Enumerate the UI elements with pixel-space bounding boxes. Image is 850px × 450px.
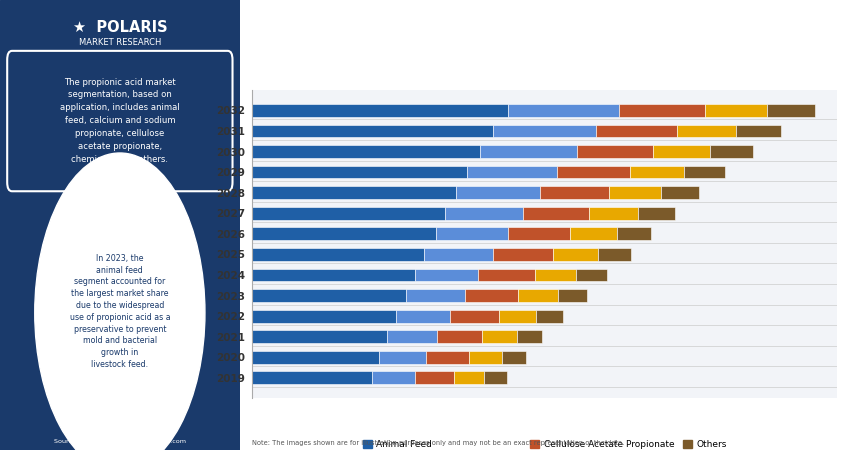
Bar — [252, 289, 405, 302]
Bar — [517, 330, 542, 343]
Bar — [435, 227, 508, 240]
Text: By End User Analysis 2019 - 2032 (USD million): By End User Analysis 2019 - 2032 (USD mi… — [255, 53, 520, 63]
Bar — [598, 248, 631, 261]
Text: MARKET RESEARCH: MARKET RESEARCH — [79, 38, 161, 47]
Bar — [469, 351, 502, 364]
Bar — [508, 104, 619, 117]
Bar — [535, 269, 576, 281]
Bar — [518, 289, 558, 302]
Bar — [450, 310, 499, 323]
Bar — [596, 125, 677, 137]
Bar — [557, 166, 630, 179]
Bar — [372, 372, 415, 384]
Text: The propionic acid market
segmentation, based on
application, includes animal
fe: The propionic acid market segmentation, … — [60, 77, 179, 164]
Bar — [252, 248, 424, 261]
Bar — [630, 166, 684, 179]
Bar — [438, 330, 482, 343]
Bar — [454, 372, 484, 384]
Bar — [609, 186, 660, 199]
Bar — [482, 330, 517, 343]
Bar — [480, 145, 577, 158]
Bar — [252, 207, 445, 220]
Text: ★  POLARIS: ★ POLARIS — [72, 20, 167, 36]
Bar — [710, 145, 753, 158]
Bar — [494, 125, 596, 137]
Bar — [252, 186, 456, 199]
Bar — [484, 372, 507, 384]
Bar — [252, 166, 468, 179]
Bar — [426, 351, 469, 364]
Bar — [508, 227, 570, 240]
Bar — [387, 330, 438, 343]
Bar — [638, 207, 675, 220]
Bar — [252, 125, 494, 137]
Bar — [252, 145, 480, 158]
Text: Note: The images shown are for illustration purposes only and may not be an exac: Note: The images shown are for illustrat… — [252, 441, 625, 446]
Bar — [524, 207, 589, 220]
Bar — [252, 330, 387, 343]
Bar — [654, 145, 710, 158]
Bar — [468, 166, 557, 179]
Bar — [553, 248, 598, 261]
Bar — [677, 125, 736, 137]
Bar — [576, 269, 607, 281]
Bar — [479, 269, 535, 281]
FancyBboxPatch shape — [7, 51, 233, 191]
Bar — [494, 248, 553, 261]
Bar — [768, 104, 815, 117]
Bar — [617, 227, 651, 240]
Bar — [252, 310, 396, 323]
Bar — [456, 186, 540, 199]
Bar — [445, 207, 524, 220]
Bar — [705, 104, 768, 117]
Bar — [405, 289, 466, 302]
Bar — [536, 310, 564, 323]
Bar — [252, 104, 508, 117]
Bar — [619, 104, 705, 117]
Bar — [736, 125, 781, 137]
Bar — [577, 145, 654, 158]
Bar — [570, 227, 617, 240]
Bar — [252, 351, 379, 364]
Bar — [589, 207, 638, 220]
Bar — [252, 372, 372, 384]
Text: In 2023, the
animal feed
segment accounted for
the largest market share
due to t: In 2023, the animal feed segment account… — [70, 254, 170, 369]
Bar — [558, 289, 587, 302]
Bar — [415, 269, 479, 281]
Text: Source: www.polarismarketresearch.com: Source: www.polarismarketresearch.com — [54, 438, 186, 444]
Bar — [415, 372, 454, 384]
Text: Propionic Acid Market: Propionic Acid Market — [255, 15, 488, 34]
Bar — [540, 186, 609, 199]
Bar — [424, 248, 494, 261]
Circle shape — [35, 153, 205, 450]
Bar — [396, 310, 450, 323]
Legend: Animal Feed, Calcium and Sodium Propionate, Cellulose Acetate Propionate, Chemic: Animal Feed, Calcium and Sodium Propiona… — [359, 436, 731, 450]
Bar — [466, 289, 518, 302]
Bar — [502, 351, 526, 364]
Bar — [660, 186, 700, 199]
Bar — [499, 310, 536, 323]
Bar — [252, 269, 415, 281]
Bar — [379, 351, 426, 364]
Bar — [252, 227, 435, 240]
Bar — [684, 166, 725, 179]
